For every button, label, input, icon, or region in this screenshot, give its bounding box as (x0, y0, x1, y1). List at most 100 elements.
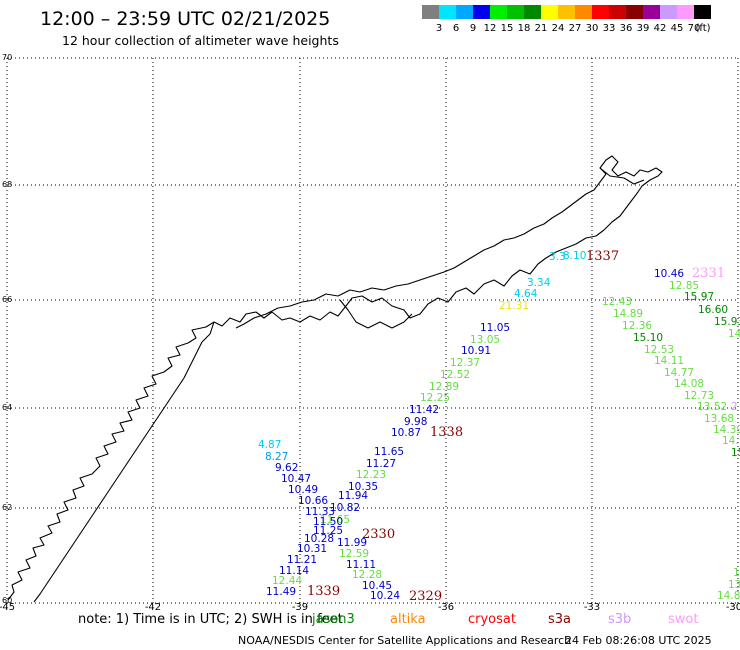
pass-labels: 1337 2331 1338 2330 1339 2329 (307, 249, 725, 604)
wave-height-value: 13.05 (470, 334, 500, 346)
legend-swatch (558, 5, 575, 19)
wave-height-value: 8.10 (563, 250, 586, 262)
lon-label: -33 (584, 602, 600, 613)
legend-tick-label: 18 (518, 23, 531, 34)
legend-swatch (456, 5, 473, 19)
wave-height-value: 11.94 (338, 490, 368, 502)
legend-swatch (575, 5, 592, 19)
lon-label: -39 (292, 602, 308, 613)
wave-height-value: 12.59 (339, 548, 369, 560)
wave-height-value: 11.49 (266, 586, 296, 598)
wave-height-value: 10.35 (348, 481, 378, 493)
satellite-s3a: s3a (548, 612, 572, 627)
lat-label: 68 (2, 180, 12, 189)
wave-height-value: 1 (733, 567, 740, 579)
lat-label: 66 (2, 295, 12, 304)
legend-unit: (ft) (695, 23, 710, 34)
legend-swatch (626, 5, 643, 19)
wave-height-value: 11.05 (480, 322, 510, 334)
lon-label: -36 (438, 602, 454, 613)
wave-height-value: 12.43 (602, 296, 632, 308)
wave-height-value: 15.10 (633, 332, 663, 344)
satellite-altika: altika (390, 612, 426, 627)
wave-height-value: 10.28 (304, 533, 334, 545)
satellite-cryosat: cryosat (468, 612, 516, 627)
legend-swatch (524, 5, 541, 19)
map-grid (6, 57, 739, 604)
wave-height-value: 12.73 (684, 390, 714, 402)
lat-label: 62 (2, 503, 12, 512)
lat-label: 60 (2, 596, 12, 605)
wave-height-value: 12.28 (352, 569, 382, 581)
footer-note: note: 1) Time is in UTC; 2) SWH is in fe… (78, 612, 343, 627)
wave-height-value: 10.46 (654, 268, 684, 280)
greenland-coastline (7, 155, 663, 603)
wave-height-value: 11.50 (313, 516, 343, 528)
wave-height-value: 16.60 (698, 304, 728, 316)
wave-height-value: 11.33 (305, 506, 335, 518)
wave-height-value: 12.89 (429, 381, 459, 393)
wave-height-value: 9.98 (404, 416, 427, 428)
wave-height-value: 21.31 (499, 300, 529, 312)
legend-tick-label: 24 (552, 23, 565, 34)
wave-height-value: 10.49 (288, 484, 318, 496)
lat-label: 70 (2, 53, 12, 62)
legend-swatch (439, 5, 456, 19)
wave-height-value: 14.89 (613, 308, 643, 320)
legend-tick-label: 45 (671, 23, 684, 34)
satellite-s3b: s3b (608, 612, 632, 627)
legend-tick-label: 9 (470, 23, 476, 34)
legend-swatch (507, 5, 524, 19)
wave-height-value: 10.47 (281, 473, 311, 485)
legend-tick-label: 39 (637, 23, 650, 34)
wave-height-value: 11.65 (320, 514, 350, 526)
wave-height-value: 14.8 (717, 590, 740, 602)
legend-swatch (473, 5, 490, 19)
wave-height-value: 13 (728, 579, 740, 591)
legend-tick-label: 12 (484, 23, 497, 34)
wave-height-value: 11.25 (313, 525, 343, 537)
legend-swatch (643, 5, 660, 19)
wave-height-value: 12.25 (420, 392, 450, 404)
legend-tick-label: 21 (535, 23, 548, 34)
lon-label: -45 (0, 602, 15, 613)
wave-height-value: 10.24 (370, 590, 400, 602)
wave-height-value: 12.44 (272, 575, 302, 587)
wave-height-value: 14.08 (674, 378, 704, 390)
wave-height-value: 10.66 (298, 495, 328, 507)
wave-height-value: 14.39 (713, 424, 740, 436)
wave-height-value: 12.23 (356, 469, 386, 481)
wave-height-value: 11.21 (287, 554, 317, 566)
wave-height-value: 9.62 (275, 462, 298, 474)
latitude-labels: 70 68 66 64 62 60 (2, 53, 12, 605)
color-scale-legend: 3 6 9 12 15 18 21 24 27 30 33 36 39 42 45 70(ft) (422, 5, 711, 34)
wave-height-value: 14. (722, 435, 739, 447)
legend-swatch (592, 5, 609, 19)
wave-height-value: 12.52 (440, 369, 470, 381)
pass-id-label: 2331 (692, 266, 725, 281)
pass-id-label: 1338 (430, 425, 463, 440)
wave-height-value: 13.52 (697, 401, 727, 413)
legend-swatch (422, 5, 439, 19)
wave-height-value: 15.93 (714, 316, 740, 328)
wave-height-value: 10.87 (391, 427, 421, 439)
legend-swatch (541, 5, 558, 19)
legend-tick-label: 6 (453, 23, 459, 34)
wave-height-value: 8.27 (265, 451, 288, 463)
legend-tick-label: 30 (586, 23, 599, 34)
wave-height-value: 4.64 (514, 288, 538, 300)
wave-height-value: 13.68 (704, 413, 734, 425)
legend-tick-label: 70 (688, 23, 701, 34)
wave-height-value: 3.3 (549, 251, 566, 263)
wave-height-value: 3.34 (527, 277, 551, 289)
legend-tick-label: 27 (569, 23, 582, 34)
pass-id-label: 1337 (586, 249, 619, 264)
lon-label: -42 (145, 602, 161, 613)
legend-tick-label: 42 (654, 23, 667, 34)
legend-swatch (694, 5, 711, 19)
legend-tick-label: 36 (620, 23, 633, 34)
wave-height-value: 11.99 (337, 537, 367, 549)
legend-tick-label: 33 (603, 23, 616, 34)
wave-height-value: 15 (731, 447, 740, 459)
